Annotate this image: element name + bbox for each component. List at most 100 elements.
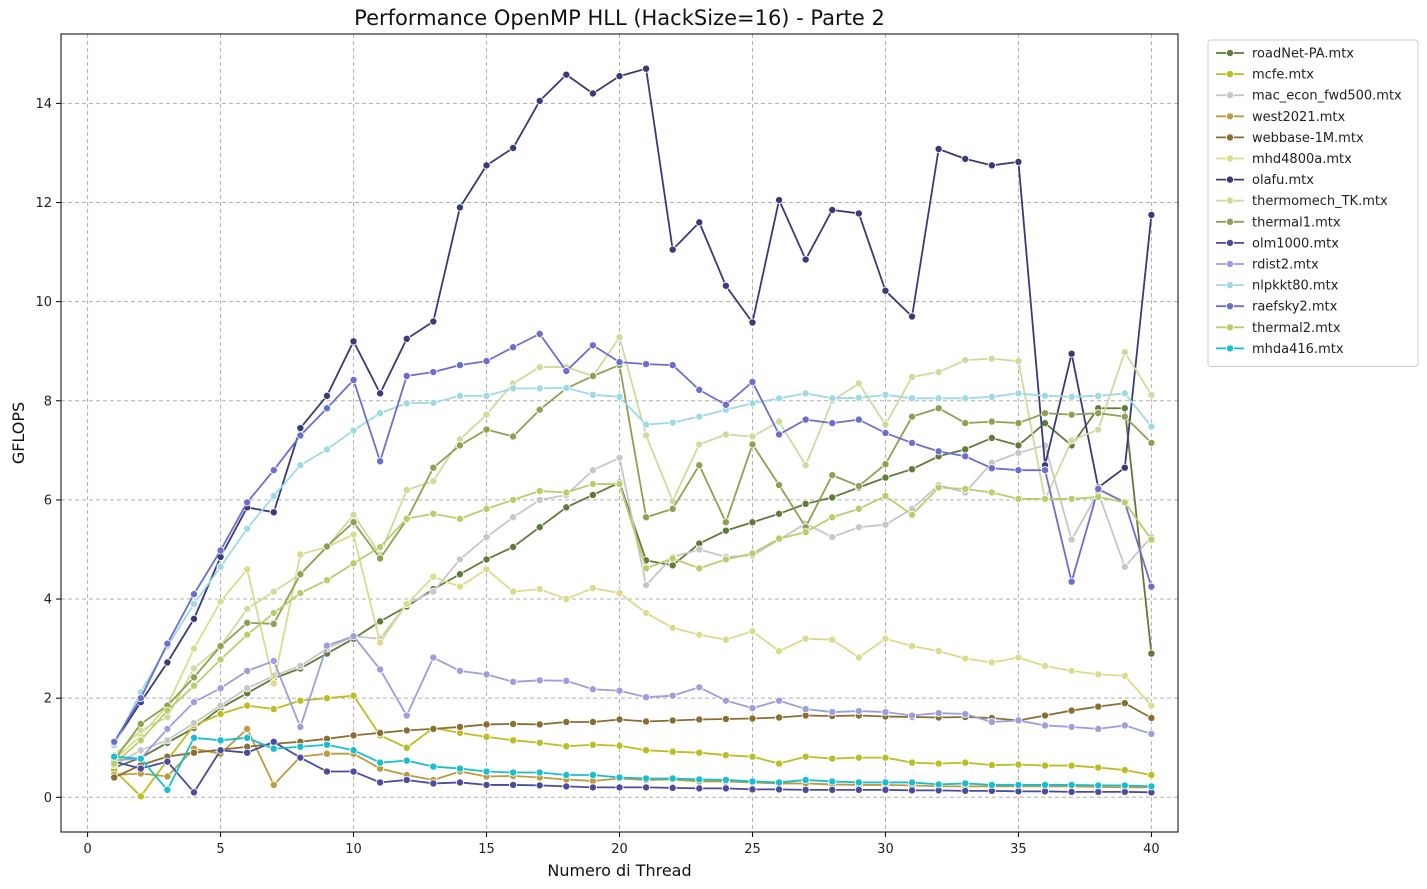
data-point — [190, 719, 197, 726]
data-point — [722, 282, 729, 289]
data-point — [749, 550, 756, 557]
legend-label: webbase-1M.mtx — [1252, 131, 1364, 146]
data-point — [935, 760, 942, 767]
data-point — [217, 710, 224, 717]
data-point — [1015, 442, 1022, 449]
data-point — [350, 338, 357, 345]
legend-label: rdist2.mtx — [1252, 258, 1319, 273]
data-point — [111, 738, 118, 745]
data-point — [510, 385, 517, 392]
data-point — [1068, 437, 1075, 444]
data-point — [270, 467, 277, 474]
data-point — [244, 499, 251, 506]
data-point — [563, 504, 570, 511]
data-point — [350, 519, 357, 526]
data-point — [563, 489, 570, 496]
x-tick-label: 25 — [744, 842, 761, 857]
data-point — [829, 494, 836, 501]
data-point — [882, 754, 889, 761]
data-point — [111, 753, 118, 760]
data-point — [696, 631, 703, 638]
data-point — [244, 566, 251, 573]
legend: roadNet-PA.mtxmcfe.mtxmac_econ_fwd500.mt… — [1208, 40, 1418, 367]
legend-marker — [1226, 324, 1233, 331]
data-point — [137, 765, 144, 772]
legend-marker — [1226, 176, 1233, 183]
data-point — [430, 464, 437, 471]
data-point — [270, 680, 277, 687]
data-point — [988, 781, 995, 788]
data-point — [722, 401, 729, 408]
data-point — [802, 500, 809, 507]
data-point — [111, 774, 118, 781]
data-point — [430, 780, 437, 787]
data-point — [908, 759, 915, 766]
data-point — [1015, 158, 1022, 165]
series-line — [114, 703, 1151, 777]
data-point — [988, 489, 995, 496]
data-point — [696, 749, 703, 756]
data-point — [589, 90, 596, 97]
x-tick-label: 0 — [83, 842, 91, 857]
data-point — [829, 395, 836, 402]
data-point — [403, 486, 410, 493]
legend-label: mcfe.mtx — [1252, 68, 1314, 83]
data-point — [137, 755, 144, 762]
data-point — [1068, 411, 1075, 418]
data-point — [1121, 782, 1128, 789]
data-point — [164, 773, 171, 780]
data-point — [1148, 730, 1155, 737]
data-point — [244, 619, 251, 626]
series-mhda416 — [111, 734, 1155, 793]
data-point — [217, 685, 224, 692]
data-point — [882, 492, 889, 499]
data-point — [1041, 392, 1048, 399]
data-point — [1015, 419, 1022, 426]
y-tick-label: 12 — [35, 196, 52, 211]
data-point — [510, 496, 517, 503]
data-point — [536, 97, 543, 104]
data-point — [1121, 722, 1128, 729]
data-point — [483, 556, 490, 563]
data-point — [377, 555, 384, 562]
data-point — [244, 525, 251, 532]
legend-marker — [1226, 71, 1233, 78]
series-olafu — [111, 65, 1155, 746]
data-point — [483, 768, 490, 775]
data-point — [696, 565, 703, 572]
data-point — [775, 395, 782, 402]
data-point — [377, 729, 384, 736]
data-point — [297, 462, 304, 469]
data-point — [722, 519, 729, 526]
data-point — [775, 779, 782, 786]
data-point — [802, 462, 809, 469]
data-point — [696, 441, 703, 448]
y-tick-label: 8 — [44, 394, 52, 409]
data-point — [908, 643, 915, 650]
data-point — [882, 391, 889, 398]
data-point — [510, 344, 517, 351]
data-point — [935, 647, 942, 654]
legend-marker — [1226, 49, 1233, 56]
data-point — [642, 565, 649, 572]
data-point — [589, 741, 596, 748]
data-point — [669, 505, 676, 512]
data-point — [164, 725, 171, 732]
data-point — [829, 206, 836, 213]
legend-label: olm1000.mtx — [1252, 236, 1339, 251]
data-point — [563, 718, 570, 725]
y-tick-label: 10 — [35, 295, 52, 310]
data-point — [749, 400, 756, 407]
data-point — [190, 600, 197, 607]
data-point — [775, 714, 782, 721]
data-point — [589, 491, 596, 498]
x-tick-label: 5 — [216, 842, 224, 857]
data-point — [1015, 717, 1022, 724]
data-point — [217, 563, 224, 570]
data-point — [377, 759, 384, 766]
data-point — [164, 659, 171, 666]
data-point — [616, 359, 623, 366]
data-point — [430, 588, 437, 595]
data-point — [483, 426, 490, 433]
